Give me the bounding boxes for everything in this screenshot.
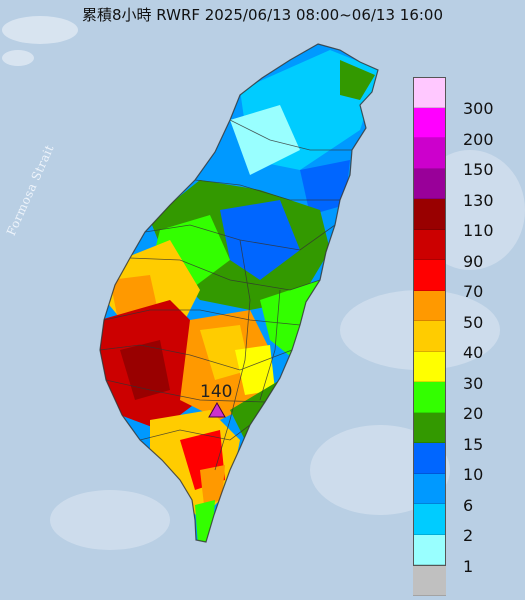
legend-swatch	[413, 230, 446, 261]
legend-swatch	[413, 77, 446, 108]
legend-row	[413, 565, 510, 596]
map-title: 累積8小時 RWRF 2025/06/13 08:00~06/13 16:00	[0, 4, 525, 25]
legend-row: 2	[413, 504, 510, 535]
legend-row: 110	[413, 199, 510, 230]
legend-swatch	[413, 352, 446, 383]
peak-value-label: 140	[200, 382, 232, 402]
legend-swatch	[413, 504, 446, 535]
legend-row: 70	[413, 260, 510, 291]
legend-row: 130	[413, 169, 510, 200]
legend-row: 200	[413, 108, 510, 139]
legend-row: 1	[413, 535, 510, 566]
legend-swatch	[413, 443, 446, 474]
legend-row: 10	[413, 443, 510, 474]
legend-swatch	[413, 199, 446, 230]
legend-swatch	[413, 138, 446, 169]
legend-swatch	[413, 108, 446, 139]
legend-swatch	[413, 169, 446, 200]
legend-swatch	[413, 565, 446, 596]
legend-swatch	[413, 260, 446, 291]
color-legend: 3002001501301109070504030201510621	[413, 77, 510, 596]
legend-swatch	[413, 413, 446, 444]
legend-row: 300	[413, 77, 510, 108]
legend-row: 15	[413, 413, 510, 444]
legend-row: 50	[413, 291, 510, 322]
legend-row: 40	[413, 321, 510, 352]
legend-swatch	[413, 535, 446, 566]
legend-row: 20	[413, 382, 510, 413]
legend-swatch	[413, 474, 446, 505]
legend-row: 90	[413, 230, 510, 261]
legend-row: 6	[413, 474, 510, 505]
legend-row: 150	[413, 138, 510, 169]
legend-swatch	[413, 291, 446, 322]
legend-swatch	[413, 321, 446, 352]
legend-row: 30	[413, 352, 510, 383]
legend-swatch	[413, 382, 446, 413]
